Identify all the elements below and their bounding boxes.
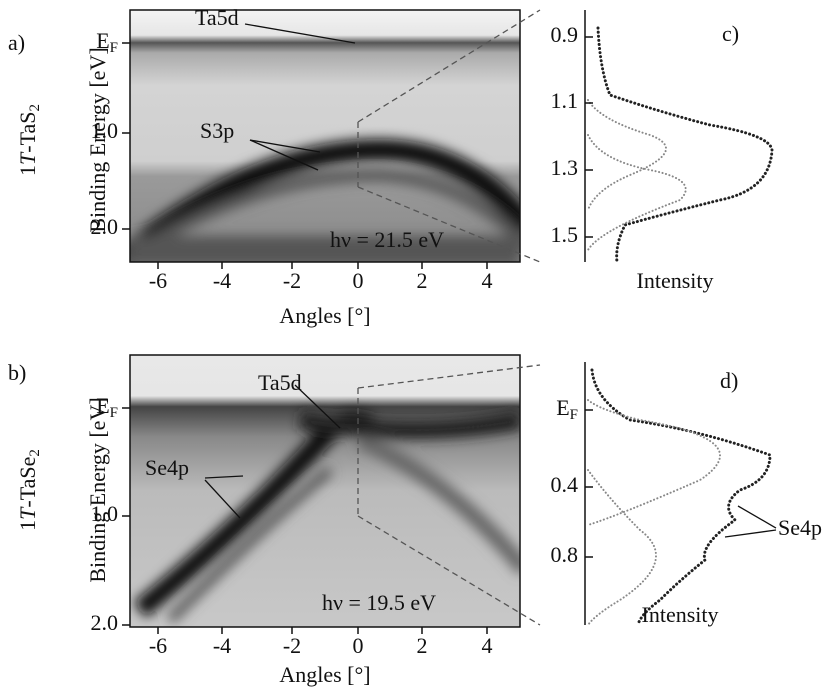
x-tick-label: 4 [482,268,493,293]
y-tick-label: EF [556,395,578,423]
map-frame [129,354,521,628]
y-axis-title: Binding Energy [eV] [85,47,110,232]
y-tick-label: 1.0 [91,501,119,526]
annotation: S3p [200,118,234,143]
map-frame [129,9,521,263]
photon-energy: hν = 19.5 eV [322,590,436,615]
annotation: Ta5d [195,5,239,30]
x-tick-label: -4 [213,633,231,658]
y-tick-label: 1.5 [551,222,579,247]
zoom-guide [357,9,541,626]
arpes-map-a [130,10,520,262]
profile-c [584,10,774,264]
x-tick-label: 0 [353,633,364,658]
x-axis-title: Intensity [637,268,714,293]
photon-energy: hν = 21.5 eV [330,227,444,252]
x-tick-label: 2 [417,268,428,293]
annotation: Ta5d [258,370,302,395]
x-tick-label: -6 [149,268,167,293]
arpes-map-b [130,355,520,627]
y-tick-label: 1.1 [551,88,579,113]
x-tick-label: 2 [417,633,428,658]
panel-label: d) [720,368,738,393]
x-tick-label: -2 [283,268,301,293]
y-tick-label: 2.0 [91,610,119,635]
annotation: Se4p [145,455,189,480]
y-tick-label: 0.8 [551,542,579,567]
x-tick-label: 4 [482,633,493,658]
x-axis-title: Intensity [642,602,719,627]
y-tick-label: 1.3 [551,155,579,180]
y-tick-label: 0.4 [551,472,579,497]
x-tick-label: -2 [283,633,301,658]
panel-label: c) [722,21,739,46]
profile-d [584,362,772,627]
annotation: Se4p [778,515,822,540]
panel-label: b) [8,360,26,385]
y-tick-label: 0.9 [551,22,579,47]
pointer [204,23,777,538]
y-tick-label: EF [96,28,118,56]
sample-label: 1T-TaSe2 [15,449,43,531]
x-axis-title: Angles [°] [279,303,370,328]
y-axis-title: Binding Energy [eV] [85,397,110,582]
y-tick-label: EF [96,393,118,421]
y-tick-label: 1.0 [91,118,119,143]
sample-label: 1T-TaS2 [15,104,43,176]
panel-label: a) [8,30,25,55]
y-tick-label: 2.0 [91,214,119,239]
x-tick-label: 0 [353,268,364,293]
x-tick-label: -4 [213,268,231,293]
x-tick-label: -6 [149,633,167,658]
x-axis-title: Angles [°] [279,662,370,687]
